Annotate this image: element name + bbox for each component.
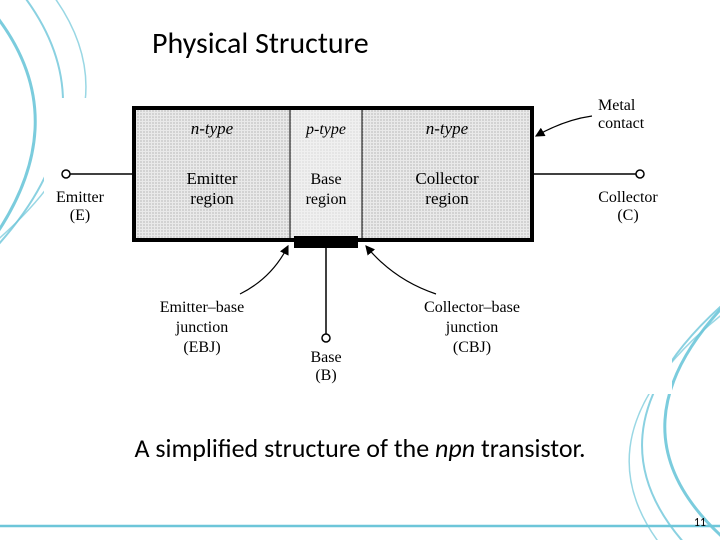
npn-structure-figure: n-type Emitter region p-type Base region… — [44, 98, 672, 394]
collector-region-label1: Collector — [415, 169, 479, 188]
caption-italic: npn — [435, 432, 475, 464]
emitter-terminal-label1: Emitter — [56, 189, 105, 206]
ebj-label2: junction — [175, 319, 228, 336]
page-title: Physical Structure — [152, 25, 369, 62]
figure-caption: A simplified structure of the npn transi… — [0, 432, 720, 464]
collector-terminal-label1: Collector — [598, 189, 658, 206]
metal-contact-label2: contact — [598, 115, 645, 132]
metal-contact-label1: Metal — [598, 98, 636, 114]
ebj-label3: (EBJ) — [183, 339, 220, 356]
collector-terminal-label2: (C) — [617, 207, 638, 224]
metal-contact-arrow — [536, 116, 592, 136]
emitter-region-label1: Emitter — [187, 169, 238, 188]
emitter-region-label2: region — [190, 189, 234, 208]
ebj-label1: Emitter–base — [160, 299, 244, 316]
collector-type-label: n-type — [426, 119, 469, 138]
collector-node — [636, 170, 644, 178]
ebj-arrow — [240, 246, 288, 294]
cbj-label2: junction — [445, 319, 498, 336]
base-node — [322, 334, 330, 342]
cbj-label1: Collector–base — [424, 299, 520, 316]
emitter-node — [62, 170, 70, 178]
base-terminal-label2: (B) — [315, 367, 336, 384]
emitter-type-label: n-type — [191, 119, 234, 138]
collector-region-label2: region — [425, 189, 469, 208]
base-type-label: p-type — [305, 121, 346, 138]
base-region-label1: Base — [310, 171, 341, 188]
title-band: Physical Structure — [138, 18, 596, 68]
base-contact-pad — [294, 236, 358, 248]
page-number: 11 — [694, 516, 706, 530]
emitter-terminal-label2: (E) — [70, 207, 90, 224]
base-region-label2: region — [306, 191, 347, 208]
cbj-arrow — [366, 246, 436, 294]
caption-post: transistor. — [475, 432, 585, 464]
caption-pre: A simplified structure of the — [134, 432, 435, 464]
cbj-label3: (CBJ) — [453, 339, 491, 356]
base-terminal-label1: Base — [310, 349, 341, 366]
